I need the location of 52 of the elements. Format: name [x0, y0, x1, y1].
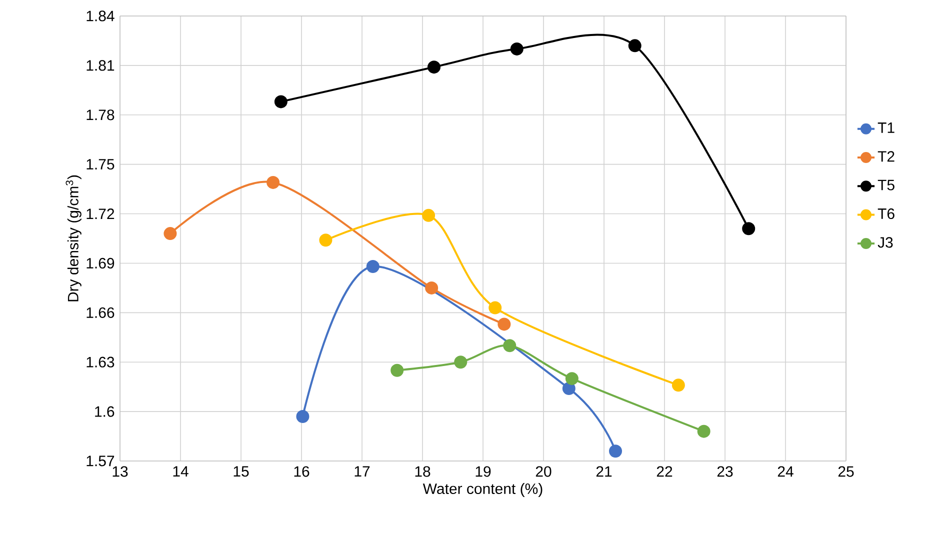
point — [697, 424, 710, 438]
point — [498, 318, 511, 331]
x-tick-label: 25 — [838, 466, 854, 477]
point — [266, 176, 280, 189]
point — [454, 356, 468, 369]
legend-label: T1 — [878, 122, 894, 133]
y-tick-label: 1.81 — [86, 60, 114, 71]
x-tick-label: 22 — [656, 466, 672, 477]
point — [672, 378, 685, 392]
y-tick-label: 1.6 — [95, 406, 114, 417]
y-tick-label: 1.72 — [86, 208, 114, 220]
point — [296, 410, 310, 423]
point — [428, 60, 441, 74]
point — [425, 281, 438, 294]
x-tick-label: 20 — [536, 466, 552, 477]
x-tick-label: 14 — [173, 466, 188, 477]
y-tick-label: 1.63 — [86, 356, 114, 368]
point — [274, 95, 288, 108]
point — [390, 364, 404, 377]
x-tick-label: 16 — [294, 466, 310, 477]
point — [628, 39, 642, 52]
x-tick-label: 24 — [778, 466, 794, 477]
y-tick-label: 1.57 — [86, 456, 114, 466]
x-tick-label: 15 — [234, 466, 249, 477]
y-tick-label: 1.69 — [86, 258, 114, 269]
point — [503, 339, 516, 352]
point — [562, 382, 576, 395]
y-tick-label: 1.78 — [86, 110, 114, 120]
point — [164, 227, 177, 240]
point — [366, 260, 380, 274]
x-tick-label: 17 — [354, 466, 370, 477]
legend-label: J3 — [878, 237, 893, 248]
y-tick-label: 1.84 — [86, 10, 114, 22]
legend-label: T2 — [878, 151, 894, 162]
point — [565, 372, 578, 386]
x-tick-label: 13 — [112, 466, 128, 477]
point — [609, 444, 622, 458]
x-tick-label: 18 — [415, 466, 430, 477]
legend-label: T5 — [878, 180, 894, 190]
point — [488, 301, 502, 314]
point — [510, 42, 524, 56]
x-axis-title: Water content (%) — [422, 483, 542, 497]
legend-label: T6 — [878, 208, 894, 220]
y-axis-title: Dry density (g/cm$^{3}$) — [66, 175, 82, 302]
x-tick-label: 21 — [596, 466, 612, 477]
x-tick-label: 19 — [476, 466, 491, 477]
point — [319, 234, 332, 247]
point — [422, 208, 436, 222]
point — [742, 222, 756, 236]
y-tick-label: 1.75 — [86, 159, 114, 170]
y-tick-label: 1.66 — [86, 307, 114, 318]
x-tick-label: 23 — [717, 466, 733, 477]
